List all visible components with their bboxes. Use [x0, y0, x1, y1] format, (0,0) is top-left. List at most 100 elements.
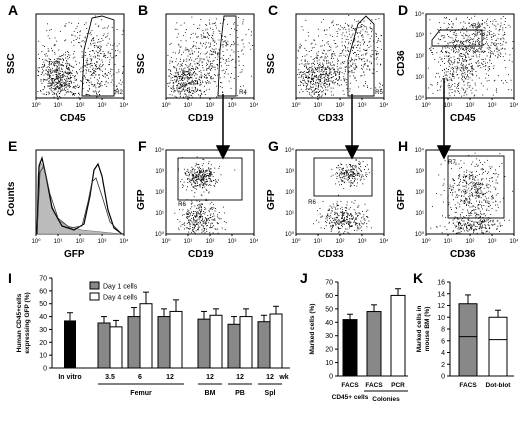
event-dot [329, 223, 331, 224]
event-dot [469, 22, 470, 24]
event-dot [342, 216, 343, 218]
event-dot [375, 87, 377, 89]
event-dot [214, 185, 216, 187]
event-dot [227, 58, 229, 60]
event-dot [338, 60, 339, 62]
event-dot [446, 55, 448, 57]
event-dot [229, 45, 231, 47]
event-dot [361, 64, 362, 66]
event-dot [482, 213, 484, 215]
event-dot [355, 167, 357, 169]
event-dot [462, 73, 464, 75]
event-dot [202, 67, 204, 69]
event-dot [476, 56, 478, 58]
event-dot [195, 183, 197, 185]
event-dot [44, 93, 46, 95]
event-dot [213, 66, 215, 68]
event-dot [176, 64, 178, 66]
event-dot [341, 45, 343, 47]
event-dot [189, 90, 190, 92]
event-dot [191, 81, 193, 83]
event-dot [448, 58, 450, 60]
event-dot [188, 214, 189, 215]
event-dot [469, 39, 471, 41]
event-dot [319, 64, 321, 66]
event-dot [335, 218, 337, 220]
event-dot [476, 175, 478, 177]
event-dot [504, 33, 506, 35]
event-dot [351, 70, 352, 72]
gate-label-r4: R4 [239, 90, 247, 96]
event-dot [48, 91, 50, 93]
event-dot [371, 227, 372, 229]
event-dot [67, 88, 69, 90]
event-dot [466, 171, 467, 173]
event-dot [346, 216, 348, 218]
event-dot [201, 204, 203, 205]
event-dot [431, 52, 433, 53]
event-dot [196, 214, 198, 216]
event-dot [350, 171, 352, 172]
event-dot [203, 172, 205, 174]
event-dot [86, 64, 88, 66]
event-dot [199, 24, 201, 26]
event-dot [194, 51, 196, 53]
event-dot [479, 24, 481, 26]
event-dot [347, 171, 348, 173]
event-dot [189, 228, 191, 229]
event-dot [469, 202, 471, 204]
event-dot [339, 167, 341, 168]
event-dot [192, 92, 194, 94]
event-dot [320, 56, 322, 58]
event-dot [176, 36, 178, 38]
event-dot [361, 222, 363, 224]
event-dot [62, 65, 64, 66]
event-dot [444, 160, 446, 162]
event-dot [349, 90, 351, 92]
event-dot [201, 93, 203, 95]
event-dot [482, 224, 484, 226]
event-dot [363, 71, 364, 73]
event-dot [190, 181, 192, 183]
event-dot [475, 41, 476, 43]
event-dot [466, 31, 468, 33]
event-dot [497, 75, 499, 77]
event-dot [178, 63, 179, 65]
event-dot [327, 81, 329, 82]
event-dot [471, 17, 472, 19]
event-dot [456, 194, 458, 196]
event-dot [448, 87, 450, 89]
event-dot [216, 43, 217, 45]
event-dot [62, 55, 64, 56]
event-dot [219, 74, 220, 76]
event-dot [231, 28, 232, 30]
event-dot [371, 35, 372, 37]
event-dot [316, 74, 317, 76]
event-dot [111, 69, 113, 71]
event-dot [325, 57, 327, 59]
event-dot [483, 50, 485, 52]
event-dot [361, 175, 363, 177]
event-dot [91, 30, 93, 31]
event-dot [196, 185, 198, 186]
event-dot [452, 27, 454, 28]
event-dot [449, 95, 451, 97]
event-dot [471, 65, 473, 67]
event-dot [451, 74, 453, 76]
event-dot [193, 45, 195, 46]
event-dot [184, 70, 186, 72]
event-dot [229, 55, 231, 57]
event-dot [471, 24, 472, 25]
event-dot [41, 51, 43, 53]
event-dot [203, 59, 205, 61]
event-dot [174, 72, 176, 74]
event-dot [192, 174, 193, 175]
event-dot [200, 43, 202, 45]
event-dot [56, 71, 58, 73]
event-dot [186, 77, 188, 79]
event-dot [37, 75, 39, 77]
x-tick-label: 10¹ [444, 239, 453, 245]
event-dot [327, 83, 329, 85]
event-dot [491, 177, 493, 179]
event-dot [214, 66, 216, 68]
